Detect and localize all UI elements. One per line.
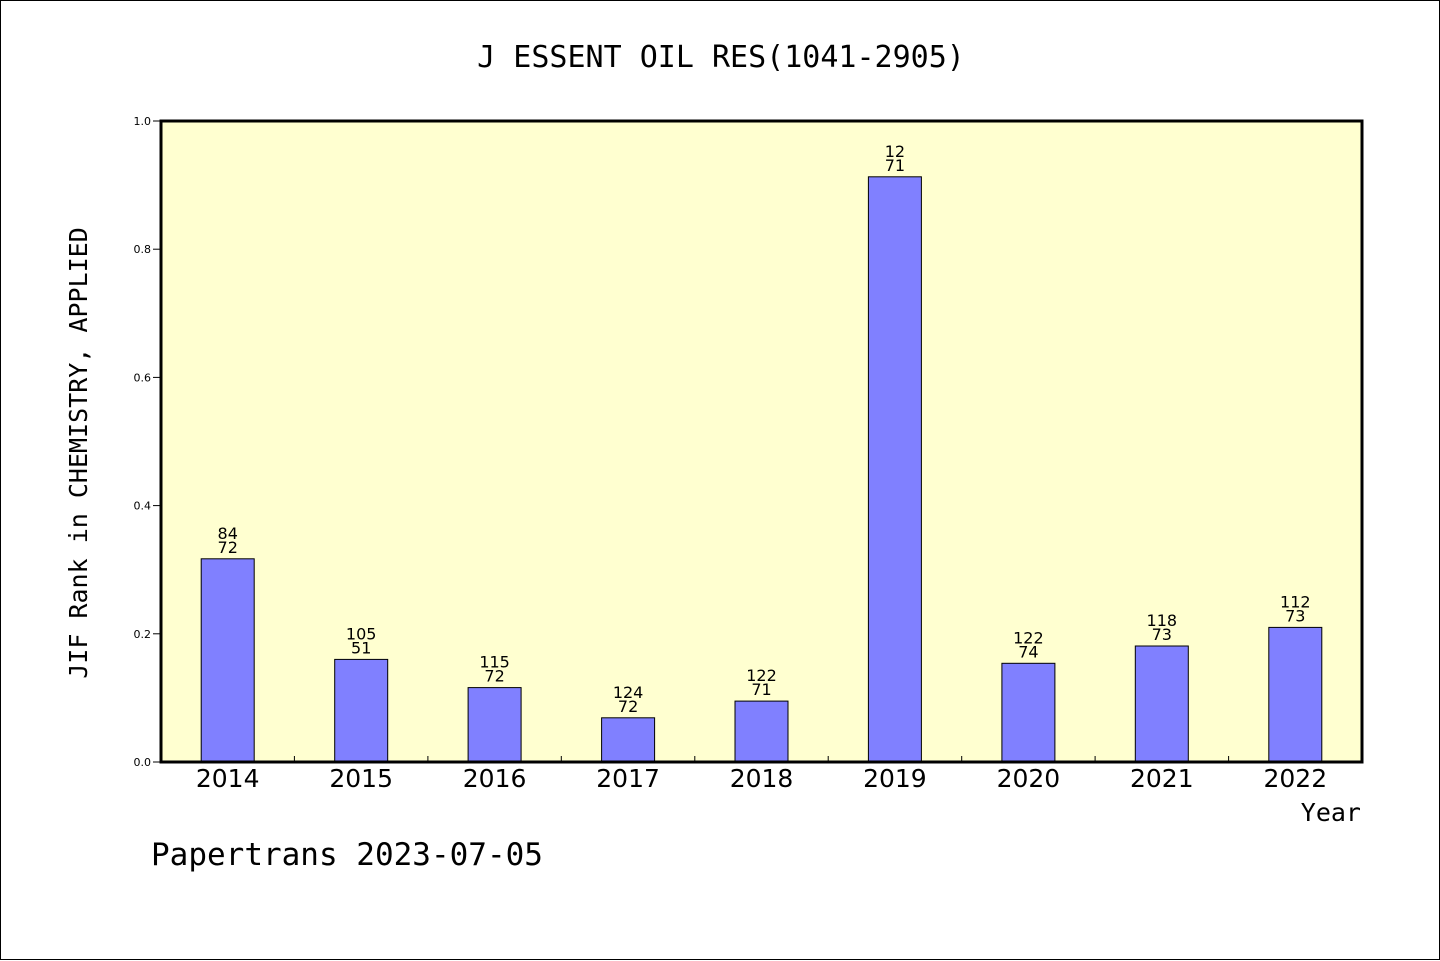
x-tick-label-2022: 2022 xyxy=(1263,764,1327,793)
bar-label-2015-rank: 105 xyxy=(346,624,377,643)
x-tick-label-2016: 2016 xyxy=(463,764,527,793)
bar-2019 xyxy=(867,176,922,763)
bar-label-2015-total: 51 xyxy=(351,638,371,657)
bar-label-2018-rank: 122 xyxy=(746,666,777,685)
bar-2015 xyxy=(334,658,389,763)
bar-label-2014-total: 72 xyxy=(218,538,238,557)
bar-label-2016-total: 72 xyxy=(484,667,504,686)
y-axis: 0.0 0.2 0.4 0.6 0.8 1.0 xyxy=(134,115,161,769)
bar-label-2020-total: 74 xyxy=(1018,642,1038,661)
bar-label-2014-rank: 84 xyxy=(218,524,238,543)
x-tick-label-2014: 2014 xyxy=(196,764,260,793)
x-tick-label-2015: 2015 xyxy=(329,764,393,793)
bar-label-2019-rank: 12 xyxy=(885,142,905,161)
bar-label-2016-rank: 115 xyxy=(479,653,510,672)
bar-2020 xyxy=(1001,662,1056,763)
bar-2017 xyxy=(601,717,656,763)
bar-label-2022-total: 73 xyxy=(1285,606,1305,625)
x-axis-label: Year xyxy=(1301,798,1361,827)
bar-2018 xyxy=(734,700,789,763)
y-tick-label: 0.8 xyxy=(134,243,152,256)
bar-2016 xyxy=(467,687,522,763)
bar-label-2017-total: 72 xyxy=(618,697,638,716)
bar-labels-group: 8472105511157212472122711271122741187311… xyxy=(218,142,1311,716)
y-tick-label: 0.0 xyxy=(134,756,152,769)
footer-credit: Papertrans 2023-07-05 xyxy=(151,837,543,873)
bar-label-2022-rank: 112 xyxy=(1280,592,1311,611)
bar-2022 xyxy=(1268,626,1323,763)
bar-label-2020-rank: 122 xyxy=(1013,628,1044,647)
bar-label-2021-total: 73 xyxy=(1152,625,1172,644)
y-tick-label: 0.6 xyxy=(134,371,152,384)
x-tick-label-2019: 2019 xyxy=(863,764,927,793)
bar-label-2019-total: 71 xyxy=(885,156,905,175)
y-tick-label: 0.2 xyxy=(134,628,152,641)
bar-2014 xyxy=(200,558,255,763)
bar-label-2021-rank: 118 xyxy=(1147,611,1178,630)
chart-title: J ESSENT OIL RES(1041-2905) xyxy=(477,40,965,75)
x-tick-label-2018: 2018 xyxy=(730,764,794,793)
y-tick-label: 0.4 xyxy=(134,500,152,513)
plot-border xyxy=(159,119,1364,764)
x-tick-label-2020: 2020 xyxy=(997,764,1061,793)
y-tick-label: 1.0 xyxy=(134,115,152,128)
bar-2021 xyxy=(1134,645,1189,763)
bars-group xyxy=(200,176,1323,763)
x-tick-label-2017: 2017 xyxy=(596,764,660,793)
x-axis: 2014 2015 2016 2017 2018 2019 2020 2021 2022 xyxy=(196,756,1327,793)
bar-label-2017-rank: 124 xyxy=(613,683,644,702)
bar-label-2018-total: 71 xyxy=(751,680,771,699)
y-axis-label: JIF Rank in CHEMISTRY, APPLIED xyxy=(64,227,93,679)
x-tick-label-2021: 2021 xyxy=(1130,764,1194,793)
